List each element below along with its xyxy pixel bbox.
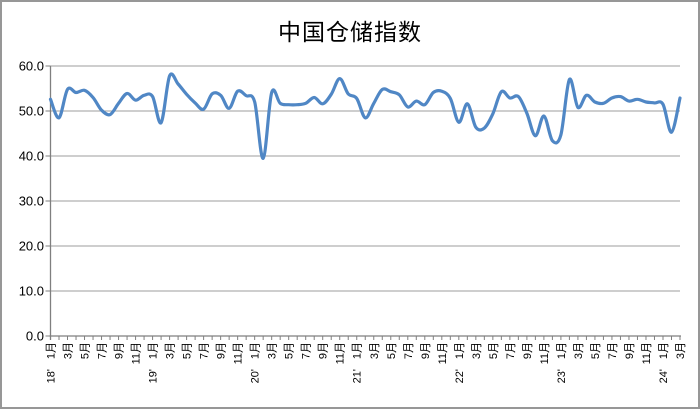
x-month-label: 1月 bbox=[658, 342, 670, 359]
x-month-label: 3月 bbox=[675, 342, 687, 359]
x-month-label: 5月 bbox=[80, 342, 92, 359]
x-year-label: 19' bbox=[148, 369, 160, 383]
y-axis-label: 50.0 bbox=[19, 104, 44, 119]
x-month-label: 3月 bbox=[471, 342, 483, 359]
x-month-label: 5月 bbox=[284, 342, 296, 359]
x-month-label: 11月 bbox=[641, 342, 653, 364]
x-month-label: 1月 bbox=[46, 342, 58, 359]
x-month-label: 3月 bbox=[369, 342, 381, 359]
x-year-label: 23' bbox=[556, 369, 568, 383]
y-axis-label: 10.0 bbox=[19, 284, 44, 299]
x-month-label: 9月 bbox=[420, 342, 432, 359]
x-year-label: 22' bbox=[454, 369, 466, 383]
x-month-label: 7月 bbox=[505, 342, 517, 359]
x-month-label: 9月 bbox=[114, 342, 126, 359]
x-month-label: 11月 bbox=[437, 342, 449, 364]
x-month-label: 11月 bbox=[233, 342, 245, 364]
x-month-label: 11月 bbox=[131, 342, 143, 364]
x-month-label: 3月 bbox=[63, 342, 75, 359]
series-line-warehousing-index bbox=[48, 72, 682, 160]
x-month-label: 7月 bbox=[301, 342, 313, 359]
x-year-label: 24' bbox=[658, 369, 670, 383]
x-month-label: 11月 bbox=[335, 342, 347, 364]
y-axis-label: 0.0 bbox=[26, 329, 44, 344]
x-month-label: 1月 bbox=[352, 342, 364, 359]
x-month-label: 7月 bbox=[199, 342, 211, 359]
x-month-label: 5月 bbox=[488, 342, 500, 359]
x-month-label: 11月 bbox=[539, 342, 551, 364]
x-month-label: 9月 bbox=[522, 342, 534, 359]
chart-title: 中国仓储指数 bbox=[278, 19, 422, 45]
x-month-label: 7月 bbox=[97, 342, 109, 359]
y-axis-label: 60.0 bbox=[19, 59, 44, 74]
y-axis-label: 30.0 bbox=[19, 194, 44, 209]
x-month-label: 1月 bbox=[556, 342, 568, 359]
x-month-label: 7月 bbox=[403, 342, 415, 359]
x-month-label: 1月 bbox=[250, 342, 262, 359]
x-month-label: 1月 bbox=[148, 342, 160, 359]
x-year-label: 21' bbox=[352, 369, 364, 383]
x-month-label: 3月 bbox=[165, 342, 177, 359]
x-month-label: 9月 bbox=[624, 342, 636, 359]
x-month-label: 5月 bbox=[590, 342, 602, 359]
x-year-label: 18' bbox=[46, 369, 58, 383]
x-month-label: 5月 bbox=[386, 342, 398, 359]
x-month-label: 1月 bbox=[454, 342, 466, 359]
x-month-label: 9月 bbox=[318, 342, 330, 359]
x-year-label: 20' bbox=[250, 369, 262, 383]
x-month-label: 9月 bbox=[216, 342, 228, 359]
x-month-label: 7月 bbox=[607, 342, 619, 359]
x-month-label: 3月 bbox=[267, 342, 279, 359]
x-month-label: 5月 bbox=[182, 342, 194, 359]
y-axis-label: 20.0 bbox=[19, 239, 44, 254]
x-month-label: 3月 bbox=[573, 342, 585, 359]
y-axis-label: 40.0 bbox=[19, 149, 44, 164]
